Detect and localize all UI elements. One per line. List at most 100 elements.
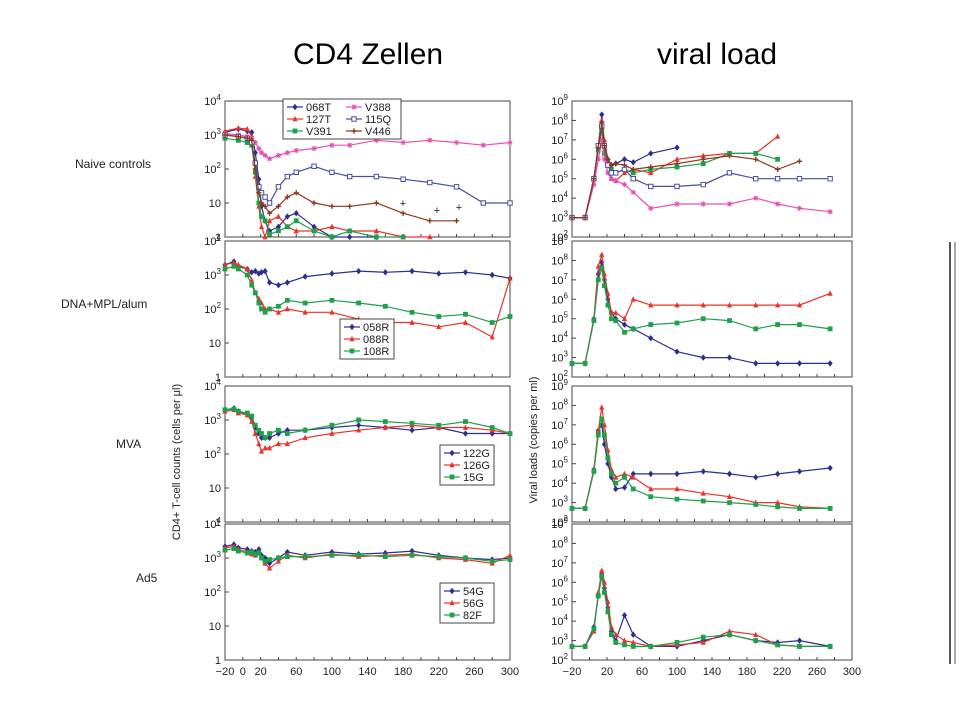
- data-point-122G: [630, 470, 636, 478]
- data-point-V391: [293, 218, 299, 224]
- data-point-15G: [605, 455, 611, 461]
- data-point-088R: [329, 309, 335, 315]
- data-point-126G: [613, 474, 619, 480]
- data-point-V391: [235, 137, 241, 143]
- data-point-V391: [374, 234, 379, 240]
- y-tick-label: 1: [215, 517, 221, 529]
- x-tick-label: 60: [290, 666, 302, 678]
- y-tick-label: 106: [551, 436, 568, 451]
- data-point-15G: [256, 427, 262, 433]
- data-point-088R: [235, 261, 241, 268]
- x-tick-label: 100: [668, 666, 686, 678]
- data-point-82F: [507, 557, 513, 562]
- legend-label-126G: 126G: [463, 460, 490, 472]
- data-point-108R: [329, 297, 335, 303]
- legend-label-058R: 058R: [363, 322, 389, 334]
- data-point-V388: [256, 145, 262, 152]
- y-tick-label: 106: [551, 574, 568, 589]
- data-point-126G: [275, 440, 282, 447]
- data-point-V391: [311, 228, 317, 234]
- data-point-088R: [753, 302, 759, 308]
- data-point-058R: [674, 348, 680, 355]
- data-point-088R: [613, 309, 619, 316]
- data-point-15G: [409, 420, 415, 426]
- data-point-82F: [591, 626, 597, 632]
- y-tick-label: 104: [551, 475, 568, 490]
- legend-marker-126G: [449, 461, 455, 468]
- data-point-V446: [599, 119, 605, 125]
- left-y-axis-label: CD4+ T-cell counts (cells per μl): [171, 384, 183, 540]
- data-point-56G: [595, 589, 601, 595]
- data-point-V446: [582, 214, 588, 221]
- data-point-V388: [427, 137, 433, 143]
- y-tick-label: 103: [551, 495, 568, 510]
- data-point-088R: [302, 309, 308, 315]
- row-label-1: DNA+MPL/alum: [61, 297, 147, 311]
- data-point-V446: [601, 143, 607, 149]
- data-point-15G: [591, 469, 597, 474]
- data-point-V391: [630, 170, 636, 176]
- data-point-126G: [648, 485, 654, 492]
- legend-label-068T: 068T: [306, 102, 331, 114]
- data-point-068T: [347, 233, 353, 241]
- y-tick-label: 103: [204, 267, 221, 282]
- data-point-115Q: [621, 166, 628, 173]
- data-point-15G: [252, 422, 258, 428]
- data-point-V388: [347, 142, 353, 148]
- data-point-V391: [256, 200, 262, 206]
- data-point-068T: [630, 159, 636, 166]
- data-point-V446: [648, 164, 654, 170]
- data-point-115Q: [507, 200, 513, 206]
- data-point-122G: [827, 464, 833, 472]
- data-point-82F: [674, 640, 680, 645]
- data-point-V446: [275, 203, 282, 209]
- legend-label-108R: 108R: [363, 346, 389, 358]
- x-tick-label: 180: [394, 666, 412, 678]
- y-tick-label: 1: [215, 655, 221, 667]
- x-tick-label: −20: [563, 666, 582, 678]
- data-point-15G: [244, 410, 250, 416]
- data-point-82F: [601, 590, 607, 595]
- data-point-V391: [244, 140, 250, 145]
- data-point-115Q: [275, 184, 282, 190]
- data-point-115Q: [674, 183, 680, 190]
- legend-marker-108R: [349, 348, 355, 354]
- data-point-115Q: [329, 169, 335, 175]
- legend-box: [439, 582, 495, 624]
- data-point-088R: [700, 302, 706, 308]
- legend-marker-068T: [292, 103, 298, 111]
- data-point-058R: [621, 321, 628, 328]
- data-point-058R: [382, 269, 388, 276]
- data-point-15G: [507, 431, 513, 436]
- x-tick-label: 220: [773, 666, 791, 678]
- data-point-56G: [630, 639, 636, 645]
- data-point-108R: [356, 300, 361, 306]
- data-point-V446: [400, 210, 406, 216]
- data-point-122G: [775, 470, 781, 478]
- legend-label-82F: 82F: [463, 610, 482, 622]
- data-point-15G: [302, 427, 308, 433]
- data-point-82F: [700, 634, 706, 640]
- y-tick-label: 10: [209, 198, 221, 210]
- data-point-V388: [726, 201, 733, 207]
- data-point-V446: [796, 158, 803, 164]
- x-tick-label: 20: [601, 666, 613, 678]
- data-point-088R: [409, 319, 415, 325]
- data-point-V446: [266, 210, 273, 216]
- data-point-088R: [462, 319, 469, 325]
- right-column-title: viral load: [657, 38, 778, 71]
- data-point-108R: [605, 302, 611, 308]
- data-point-068T: [275, 223, 282, 230]
- data-point-V388: [601, 156, 607, 162]
- data-point-82F: [409, 552, 415, 558]
- data-point-088R: [231, 259, 237, 266]
- data-point-108R: [244, 272, 250, 278]
- data-point-V388: [595, 156, 601, 162]
- data-point-V446: [249, 137, 255, 143]
- data-point-82F: [827, 644, 833, 649]
- data-point-V388: [753, 195, 759, 201]
- data-point-108R: [507, 314, 513, 319]
- data-point-V391: [601, 151, 607, 156]
- data-point-82F: [235, 548, 241, 554]
